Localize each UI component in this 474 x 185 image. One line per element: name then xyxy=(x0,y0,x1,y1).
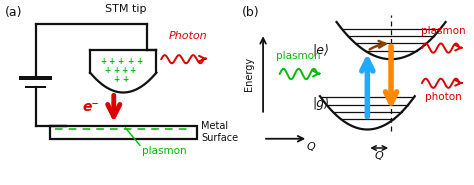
Text: e⁻: e⁻ xyxy=(83,100,100,114)
Text: +: + xyxy=(109,57,115,65)
Text: (a): (a) xyxy=(5,6,22,18)
Text: +: + xyxy=(100,57,106,65)
Text: (b): (b) xyxy=(242,6,259,18)
Text: +: + xyxy=(127,57,133,65)
Text: photon: photon xyxy=(425,92,462,102)
Text: +: + xyxy=(118,57,124,65)
Text: +: + xyxy=(121,66,128,75)
Text: +: + xyxy=(136,57,142,65)
Text: plasmon: plasmon xyxy=(276,51,321,61)
Text: |e⟩: |e⟩ xyxy=(312,43,329,56)
Text: Photon: Photon xyxy=(168,31,207,41)
Text: Q: Q xyxy=(306,142,315,152)
Text: +: + xyxy=(113,75,119,84)
Text: STM tip: STM tip xyxy=(105,4,146,14)
Bar xyxy=(50,126,197,139)
Text: Q: Q xyxy=(375,151,383,161)
Text: plasmon: plasmon xyxy=(421,26,465,36)
Text: |g⟩: |g⟩ xyxy=(312,97,329,110)
Text: +: + xyxy=(105,66,111,75)
Text: Metal
Surface: Metal Surface xyxy=(201,121,238,144)
Text: Energy: Energy xyxy=(244,57,254,91)
Text: +: + xyxy=(113,66,119,75)
Text: +: + xyxy=(122,75,129,84)
Text: +: + xyxy=(129,66,136,75)
Text: plasmon: plasmon xyxy=(142,146,187,156)
